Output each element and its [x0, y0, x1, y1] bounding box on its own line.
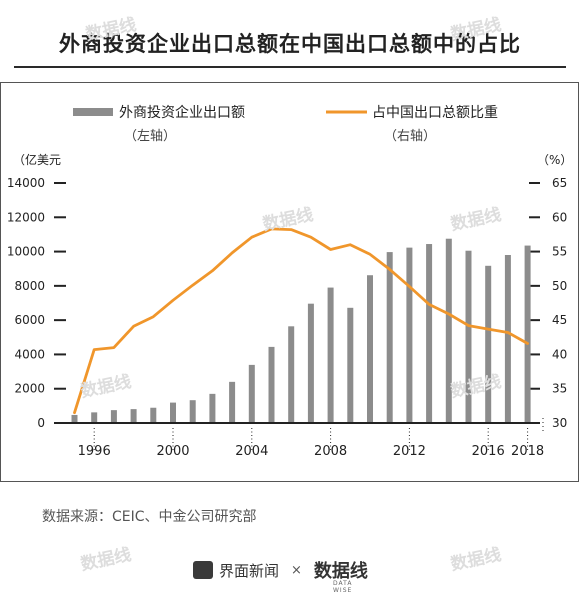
bar [229, 381, 236, 423]
left-axis-tick-label: 14000 [7, 176, 45, 190]
right-axis-tick-label: 50 [552, 279, 567, 293]
left-axis-tick-label: 12000 [7, 210, 45, 224]
title-divider [14, 66, 566, 68]
left-axis-tick-label: 2000 [14, 382, 45, 396]
legend-axis-note-bars: （左轴） [124, 129, 176, 144]
partner-logo-subtitle: DATA WISE [333, 580, 353, 594]
bar [170, 402, 176, 423]
bar [71, 414, 78, 423]
chart-frame: 0 2000 4000 6000 8000 10000 12000 14000 （亿美元 30 35… [0, 82, 579, 482]
brand-footer: 界面新闻 × 数据线 DATA WISE [193, 560, 368, 594]
watermark: 数据线 [448, 544, 504, 576]
source-note: 数据来源：CEIC、中金公司研究部 [42, 509, 257, 525]
x-axis-tick-label: 2012 [393, 444, 426, 459]
bar [327, 287, 334, 423]
partner-logo: 数据线 [313, 561, 368, 582]
bar [189, 400, 196, 423]
bar [465, 250, 472, 423]
bar [288, 326, 295, 423]
right-axis-unit: （%） [537, 153, 572, 167]
bar [406, 247, 413, 423]
bar [347, 307, 354, 423]
x-axis-tick-label: 2008 [314, 444, 347, 459]
bar [386, 252, 393, 423]
bar [248, 364, 255, 423]
bar [150, 407, 157, 423]
bar [485, 265, 492, 423]
share-series-line [73, 227, 529, 415]
right-axis-tick-label: 65 [552, 176, 567, 190]
bar [91, 412, 98, 423]
x-axis-tick-label: 2000 [156, 444, 189, 459]
bar [524, 245, 531, 423]
right-axis-tick-label: 60 [552, 210, 567, 224]
left-axis-tick-label: 4000 [14, 347, 45, 361]
legend-axis-note-line: （右轴） [384, 129, 436, 144]
left-axis-tick-label: 6000 [14, 313, 45, 327]
x-axis-tick-label: 2018 [511, 444, 544, 459]
left-axis-tick-label: 0 [37, 416, 45, 430]
legend-label-line: 占中国出口总额比重 [372, 105, 498, 121]
bar [110, 410, 117, 423]
right-axis-tick-label: 45 [552, 313, 567, 327]
right-axis-tick-label: 35 [552, 382, 567, 396]
bar [307, 303, 314, 423]
chart-title: 外商投资企业出口总额在中国出口总额中的占比 [59, 32, 521, 56]
bar [426, 244, 433, 423]
bar [268, 346, 275, 423]
left-axis-tick-label: 10000 [7, 245, 45, 259]
watermark: 数据线 [78, 544, 134, 576]
left-axis-unit: （亿美元 [13, 152, 61, 167]
left-axis-tick-label: 8000 [14, 279, 45, 293]
media-name: 界面新闻 [219, 561, 280, 580]
bar [209, 393, 216, 423]
right-axis-tick-label: 40 [552, 347, 567, 361]
x-axis-tick-label: 2004 [235, 444, 268, 459]
right-axis-tick-label: 55 [552, 245, 567, 259]
bar [445, 238, 452, 423]
right-axis-tick-label: 30 [552, 416, 567, 430]
x-axis-tick-label: 2016 [472, 444, 505, 459]
chart-svg: 0 2000 4000 6000 8000 10000 12000 14000 （亿美元 30 35… [7, 104, 573, 459]
brand-separator: × [291, 562, 302, 578]
bar [130, 409, 137, 423]
media-logo-icon [193, 561, 213, 579]
x-axis-tick-label: 1996 [78, 444, 111, 459]
legend-label-bars: 外商投资企业出口额 [119, 104, 245, 121]
legend-swatch-bars [73, 108, 113, 116]
bar [504, 255, 511, 423]
bar [367, 275, 373, 423]
